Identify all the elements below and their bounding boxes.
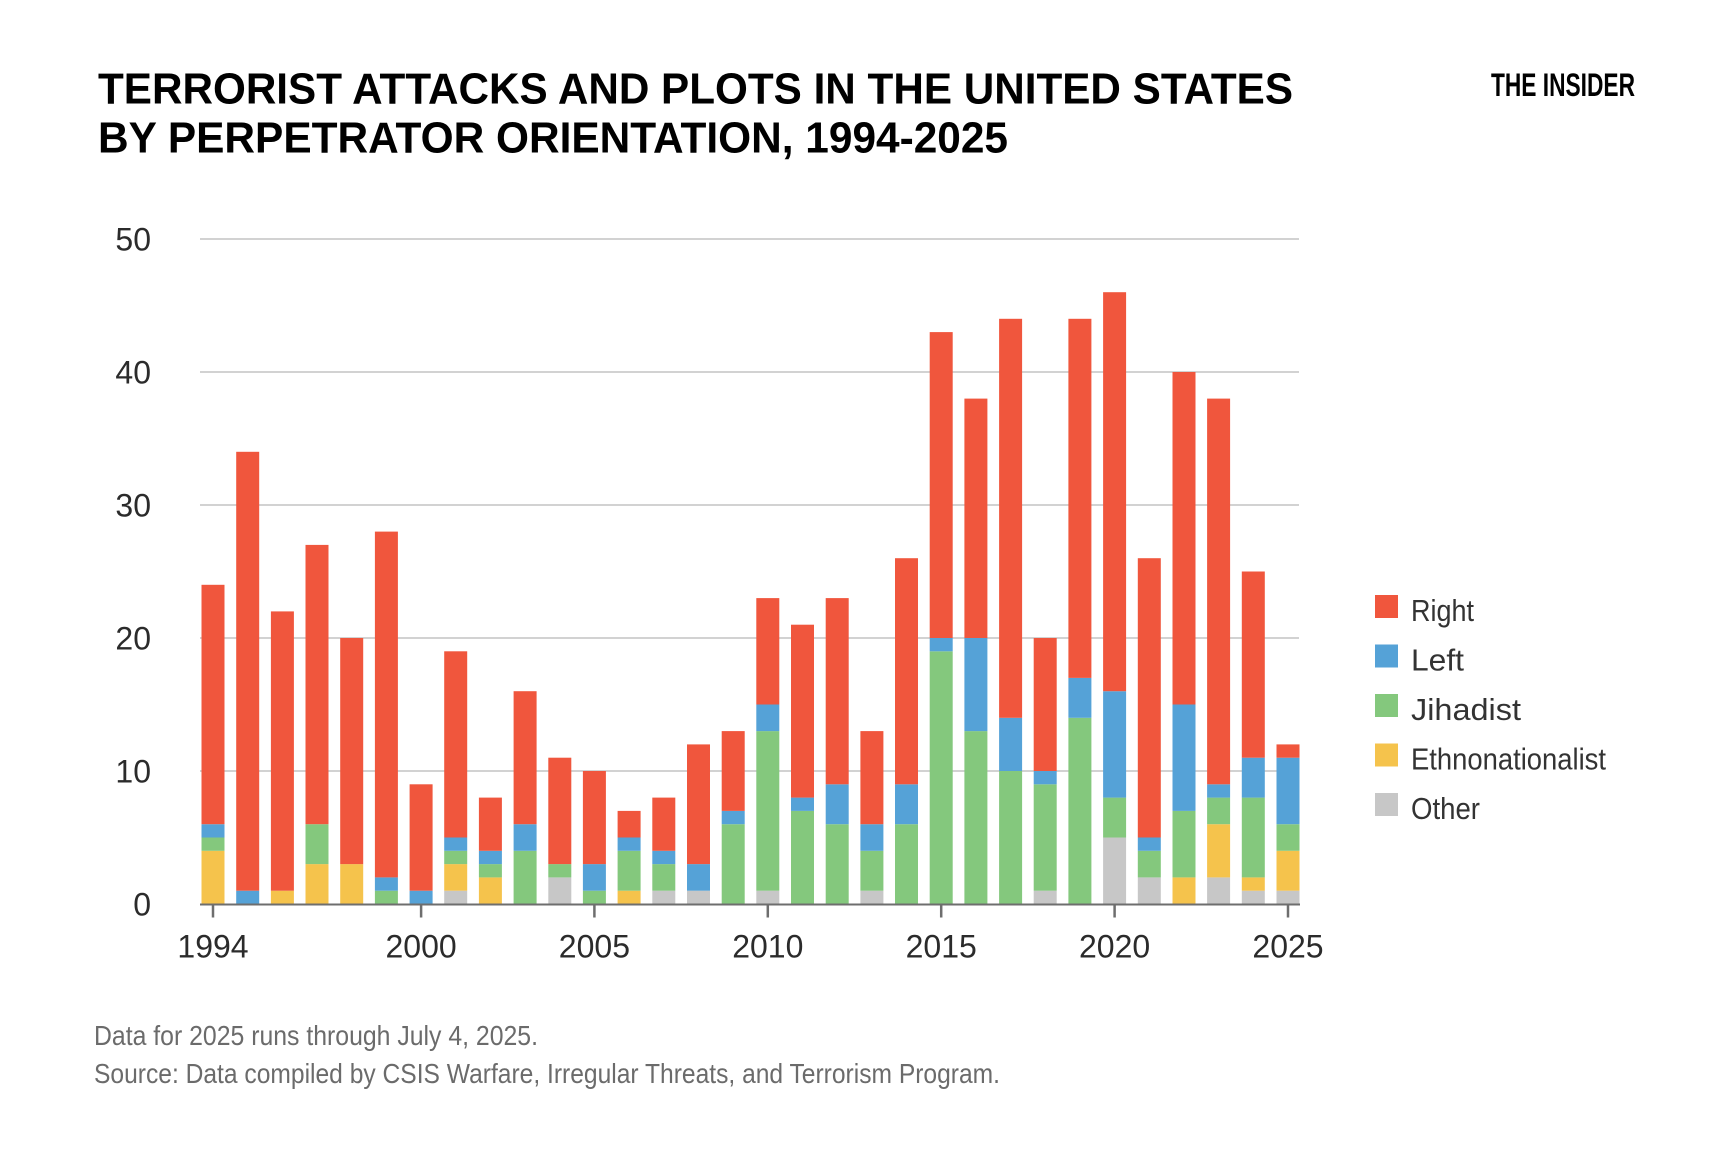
svg-text:Data for 2025 runs through Jul: Data for 2025 runs through July 4, 2025.: [94, 1020, 538, 1051]
svg-text:Ethnonationalist: Ethnonationalist: [1411, 742, 1606, 777]
svg-text:20: 20: [115, 621, 151, 657]
svg-text:2025: 2025: [1252, 929, 1323, 965]
svg-text:BY PERPETRATOR ORIENTATION, 19: BY PERPETRATOR ORIENTATION, 1994-2025: [98, 115, 1008, 163]
svg-text:Right: Right: [1411, 593, 1474, 628]
svg-text:0: 0: [133, 887, 151, 923]
svg-text:1994: 1994: [177, 929, 248, 965]
svg-text:30: 30: [115, 488, 151, 524]
svg-text:Source: Data compiled by CSIS: Source: Data compiled by CSIS Warfare, I…: [94, 1058, 1000, 1089]
svg-text:2020: 2020: [1079, 929, 1150, 965]
svg-text:TERRORIST ATTACKS AND PLOTS IN: TERRORIST ATTACKS AND PLOTS IN THE UNITE…: [98, 66, 1293, 114]
svg-text:2015: 2015: [906, 929, 977, 965]
svg-text:50: 50: [115, 222, 151, 258]
svg-text:10: 10: [115, 754, 151, 790]
svg-text:Left: Left: [1411, 643, 1464, 678]
svg-text:Other: Other: [1411, 791, 1480, 826]
svg-text:2005: 2005: [559, 929, 630, 965]
svg-text:2000: 2000: [386, 929, 457, 965]
svg-text:2010: 2010: [732, 929, 803, 965]
svg-text:Jihadist: Jihadist: [1411, 692, 1521, 727]
svg-text:THE INSIDER: THE INSIDER: [1491, 67, 1635, 103]
svg-text:40: 40: [115, 355, 151, 391]
